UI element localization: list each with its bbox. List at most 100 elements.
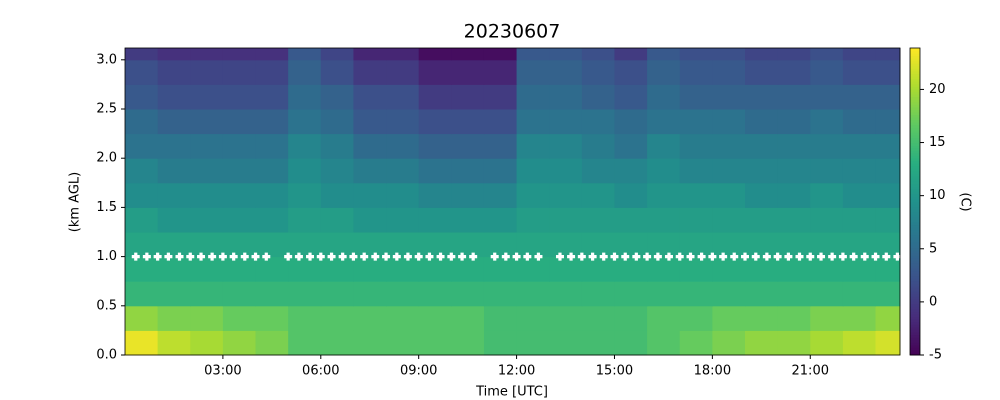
colorbar-segment [910, 104, 920, 108]
heatmap-cell [777, 232, 811, 258]
heatmap-cell [386, 330, 420, 356]
plot-frame [124, 47, 901, 356]
marker [218, 252, 227, 261]
heatmap-cell [842, 330, 877, 356]
heatmap-cell [679, 207, 713, 233]
heatmap-cell [157, 84, 191, 110]
colorbar-segment [910, 262, 920, 266]
y-tick-label: 1.5 [96, 200, 117, 215]
x-tick-label: 12:00 [498, 364, 535, 379]
colorbar-segment [910, 314, 920, 318]
heatmap-cell [483, 305, 518, 331]
colorbar-segment [910, 155, 920, 159]
marker [403, 252, 412, 261]
heatmap-cell [581, 256, 615, 282]
heatmap-cell [679, 182, 713, 208]
colorbar-segment [910, 114, 920, 118]
heatmap-cell [745, 48, 779, 61]
heatmap-cell [712, 182, 746, 208]
heatmap-cell [190, 59, 224, 85]
marker [382, 252, 391, 261]
heatmap-cell [647, 158, 681, 184]
heatmap-cell [516, 330, 550, 356]
colorbar-segment [910, 181, 920, 185]
heatmap-cell [810, 256, 844, 282]
heatmap-cell [190, 281, 224, 307]
heatmap-cell [810, 281, 844, 307]
heatmap-cell [353, 84, 387, 110]
y-axis-label: (km AGL) [68, 172, 83, 232]
heatmap-cell [810, 158, 844, 184]
heatmap-cell [353, 256, 387, 282]
heatmap-cell [614, 182, 648, 208]
colorbar-tick-label: 15 [929, 135, 946, 150]
heatmap-cell [712, 59, 746, 85]
heatmap-cell [875, 330, 901, 356]
heatmap-cell [777, 84, 811, 110]
heatmap-cell [222, 305, 257, 331]
heatmap-cell [810, 182, 844, 208]
heatmap-cell [614, 207, 648, 233]
marker [142, 252, 151, 261]
heatmap-cell [483, 207, 518, 233]
marker [294, 252, 303, 261]
heatmap-cell [255, 133, 289, 159]
heatmap-cell [451, 305, 485, 331]
colorbar-segment [910, 260, 920, 264]
heatmap-cell [353, 109, 387, 135]
colorbar-segment [910, 83, 920, 87]
colorbar-segment [910, 211, 920, 215]
marker [414, 252, 423, 261]
marker [360, 252, 369, 261]
marker [523, 252, 532, 261]
colorbar-segment [910, 275, 920, 279]
heatmap-cell [647, 207, 681, 233]
heatmap-cell [777, 207, 811, 233]
heatmap-cell [516, 182, 550, 208]
x-axis-label: Time [UTC] [475, 385, 548, 400]
colorbar-segment [910, 285, 920, 289]
heatmap-cell [125, 48, 159, 61]
heatmap-cell [712, 48, 746, 61]
marker [828, 252, 837, 261]
heatmap-cell [614, 48, 648, 61]
heatmap-cell [647, 256, 681, 282]
heatmap-cell [451, 281, 485, 307]
heatmap-cell [745, 232, 779, 258]
colorbar-segment [910, 339, 920, 343]
marker [762, 252, 771, 261]
colorbar-segment [910, 298, 920, 302]
colorbar-segment [910, 94, 920, 98]
colorbar-segment [910, 106, 920, 110]
heatmap-cell [288, 232, 322, 258]
heatmap-cell [810, 59, 844, 85]
colorbar-segment [910, 280, 920, 284]
heatmap-cell [451, 59, 485, 85]
colorbar-segment [910, 216, 920, 220]
colorbar-segment [910, 229, 920, 233]
heatmap-cell [222, 109, 257, 135]
heatmap-cell [581, 109, 615, 135]
heatmap-cell [842, 182, 877, 208]
heatmap-cell [255, 59, 289, 85]
marker [697, 252, 706, 261]
colorbar-segment [910, 308, 920, 313]
heatmap-cell [679, 305, 713, 331]
colorbar-segment [910, 301, 920, 305]
colorbar-segment [910, 326, 920, 330]
heatmap-cell [255, 330, 289, 356]
colorbar-segment [910, 99, 920, 103]
heatmap-cell [190, 158, 224, 184]
y-tick-label: 3.0 [96, 52, 117, 67]
heatmap-cell [875, 109, 901, 135]
colorbar-segment [910, 101, 920, 105]
heatmap-cell [418, 232, 452, 258]
heatmap-cell [777, 48, 811, 61]
marker [501, 252, 510, 261]
y-tick-label: 2.0 [96, 151, 117, 166]
marker [240, 252, 249, 261]
heatmap-cell [483, 330, 518, 356]
heatmap-cell [483, 59, 518, 85]
colorbar-segment [910, 73, 920, 77]
